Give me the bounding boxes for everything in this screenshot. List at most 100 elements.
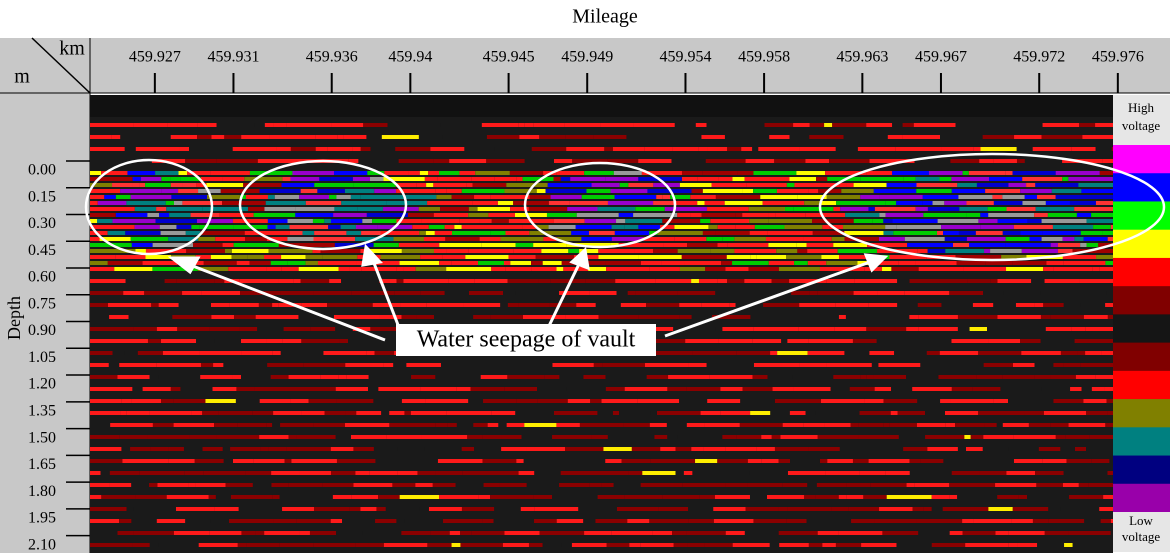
radar-cell	[896, 543, 932, 547]
radar-cell	[531, 267, 557, 271]
radar-cell	[456, 387, 471, 391]
radar-cell	[681, 171, 703, 175]
radar-cell	[710, 219, 750, 223]
radar-cell	[860, 375, 867, 379]
radar-cell	[842, 225, 886, 229]
radar-cell	[1062, 483, 1079, 487]
radar-cell	[159, 225, 177, 229]
radar-cell	[186, 249, 225, 253]
radar-cell	[561, 543, 572, 547]
radar-cell	[111, 135, 121, 139]
radar-cell	[264, 207, 296, 211]
radar-cell	[168, 447, 184, 451]
radar-cell	[687, 543, 705, 547]
radar-cell	[720, 387, 743, 391]
radar-cell	[541, 249, 569, 253]
radar-cell	[1043, 411, 1087, 415]
radar-cell	[831, 507, 849, 511]
radar-cell	[1095, 201, 1113, 205]
annotation: Water seepage of vault	[417, 327, 636, 353]
radar-cell	[927, 447, 958, 451]
radar-cell	[869, 351, 895, 355]
radar-cell	[1028, 423, 1051, 427]
radar-cell	[90, 375, 118, 379]
radar-cell	[941, 147, 974, 151]
radar-cell	[383, 363, 394, 367]
radar-cell	[674, 123, 696, 127]
radar-cell	[570, 177, 606, 181]
radar-cell	[877, 291, 905, 295]
radar-cell	[394, 291, 421, 295]
radar-cell	[928, 171, 963, 175]
radar-cell	[439, 243, 482, 247]
radar-cell	[642, 471, 676, 475]
radar-cell	[468, 399, 484, 403]
radar-cell	[446, 249, 469, 253]
radar-cell	[624, 225, 639, 229]
radar-cell	[723, 363, 754, 367]
radar-cell	[671, 159, 706, 163]
radar-cell	[356, 411, 382, 415]
radar-cell	[916, 189, 952, 193]
radar-cell	[614, 231, 650, 235]
radar-cell	[117, 375, 150, 379]
radar-cell	[90, 231, 108, 235]
radar-cell	[950, 159, 980, 163]
radar-cell	[1071, 327, 1086, 331]
radar-cell	[1009, 327, 1024, 331]
radar-cell	[290, 147, 316, 151]
radar-cell	[360, 147, 371, 151]
radar-cell	[1080, 231, 1103, 235]
radar-cell	[926, 351, 940, 355]
radar-cell	[375, 519, 397, 523]
radar-cell	[267, 195, 275, 199]
radar-cell	[667, 435, 678, 439]
radar-cell	[361, 231, 381, 235]
radar-cell	[383, 543, 428, 547]
radar-cell	[706, 237, 723, 241]
radar-cell	[718, 339, 753, 343]
radar-cell	[369, 177, 384, 181]
radar-cell	[90, 423, 111, 427]
radar-cell	[941, 225, 981, 229]
radar-cell	[114, 267, 153, 271]
radar-cell	[454, 225, 462, 229]
radar-cell	[468, 249, 514, 253]
radar-cell	[1046, 261, 1064, 265]
radar-cell	[533, 243, 567, 247]
radar-cell	[1106, 291, 1113, 295]
radar-cell	[1085, 327, 1113, 331]
radar-cell	[1013, 459, 1043, 463]
radar-cell	[491, 225, 523, 229]
radar-cell	[990, 249, 1022, 253]
radar-cell	[841, 189, 874, 193]
radar-cell	[945, 249, 985, 253]
radar-cell	[1110, 225, 1113, 229]
radar-cell	[368, 375, 412, 379]
radar-cell	[179, 147, 190, 151]
radar-cell	[534, 471, 561, 475]
radar-cell	[922, 201, 933, 205]
radar-cell	[483, 483, 500, 487]
radar-cell	[336, 195, 351, 199]
radar-cell	[833, 207, 841, 211]
radar-cell	[829, 159, 870, 163]
radar-cell	[725, 267, 749, 271]
radar-cell	[474, 195, 491, 199]
radar-cell	[147, 339, 161, 343]
radar-cell	[439, 495, 479, 499]
radar-cell	[471, 177, 495, 181]
radar-cell	[1022, 177, 1063, 181]
radar-cell	[883, 399, 918, 403]
radar-cell	[1086, 447, 1113, 451]
radar-cell	[473, 423, 488, 427]
radar-cell	[770, 351, 778, 355]
radar-cell	[951, 189, 986, 193]
radar-cell	[809, 291, 818, 295]
radar-cell	[939, 279, 968, 283]
radar-cell	[90, 507, 127, 511]
radar-cell	[1003, 291, 1041, 295]
radar-cell	[222, 177, 245, 181]
radar-cell	[1014, 135, 1042, 139]
radar-cell	[191, 225, 200, 229]
